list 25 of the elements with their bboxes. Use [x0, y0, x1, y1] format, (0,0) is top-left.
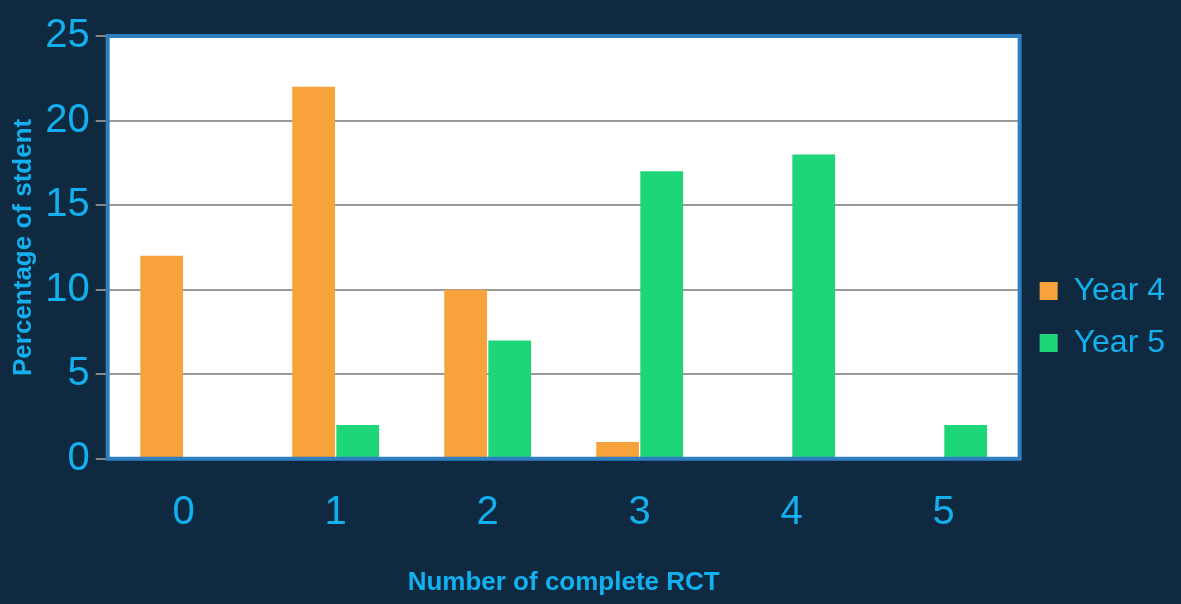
x-tick-label: 2 [476, 487, 499, 532]
y-tick-label: 5 [67, 349, 90, 394]
bar [336, 424, 380, 458]
x-tick-label: 4 [780, 487, 803, 532]
x-tick-label: 1 [324, 487, 347, 532]
bar [944, 424, 988, 458]
bar [792, 154, 836, 458]
y-axis-title: Percentage of stdent [6, 118, 37, 376]
y-tick-label: 25 [45, 11, 90, 56]
legend-label: Year 5 [1073, 322, 1165, 359]
bar [292, 86, 336, 458]
x-axis-title: Number of complete RCT [407, 565, 720, 596]
y-tick-label: 20 [45, 95, 90, 140]
y-tick-label: 10 [45, 264, 90, 309]
y-tick-label: 0 [67, 433, 90, 478]
bar [640, 171, 684, 458]
legend-label: Year 4 [1073, 270, 1165, 307]
bar [140, 255, 184, 458]
x-tick-label: 0 [172, 487, 195, 532]
bar [444, 289, 488, 458]
y-tick-label: 15 [45, 180, 90, 225]
x-tick-label: 3 [628, 487, 651, 532]
bar [488, 340, 532, 458]
bar [596, 441, 640, 458]
x-tick-label: 5 [932, 487, 955, 532]
